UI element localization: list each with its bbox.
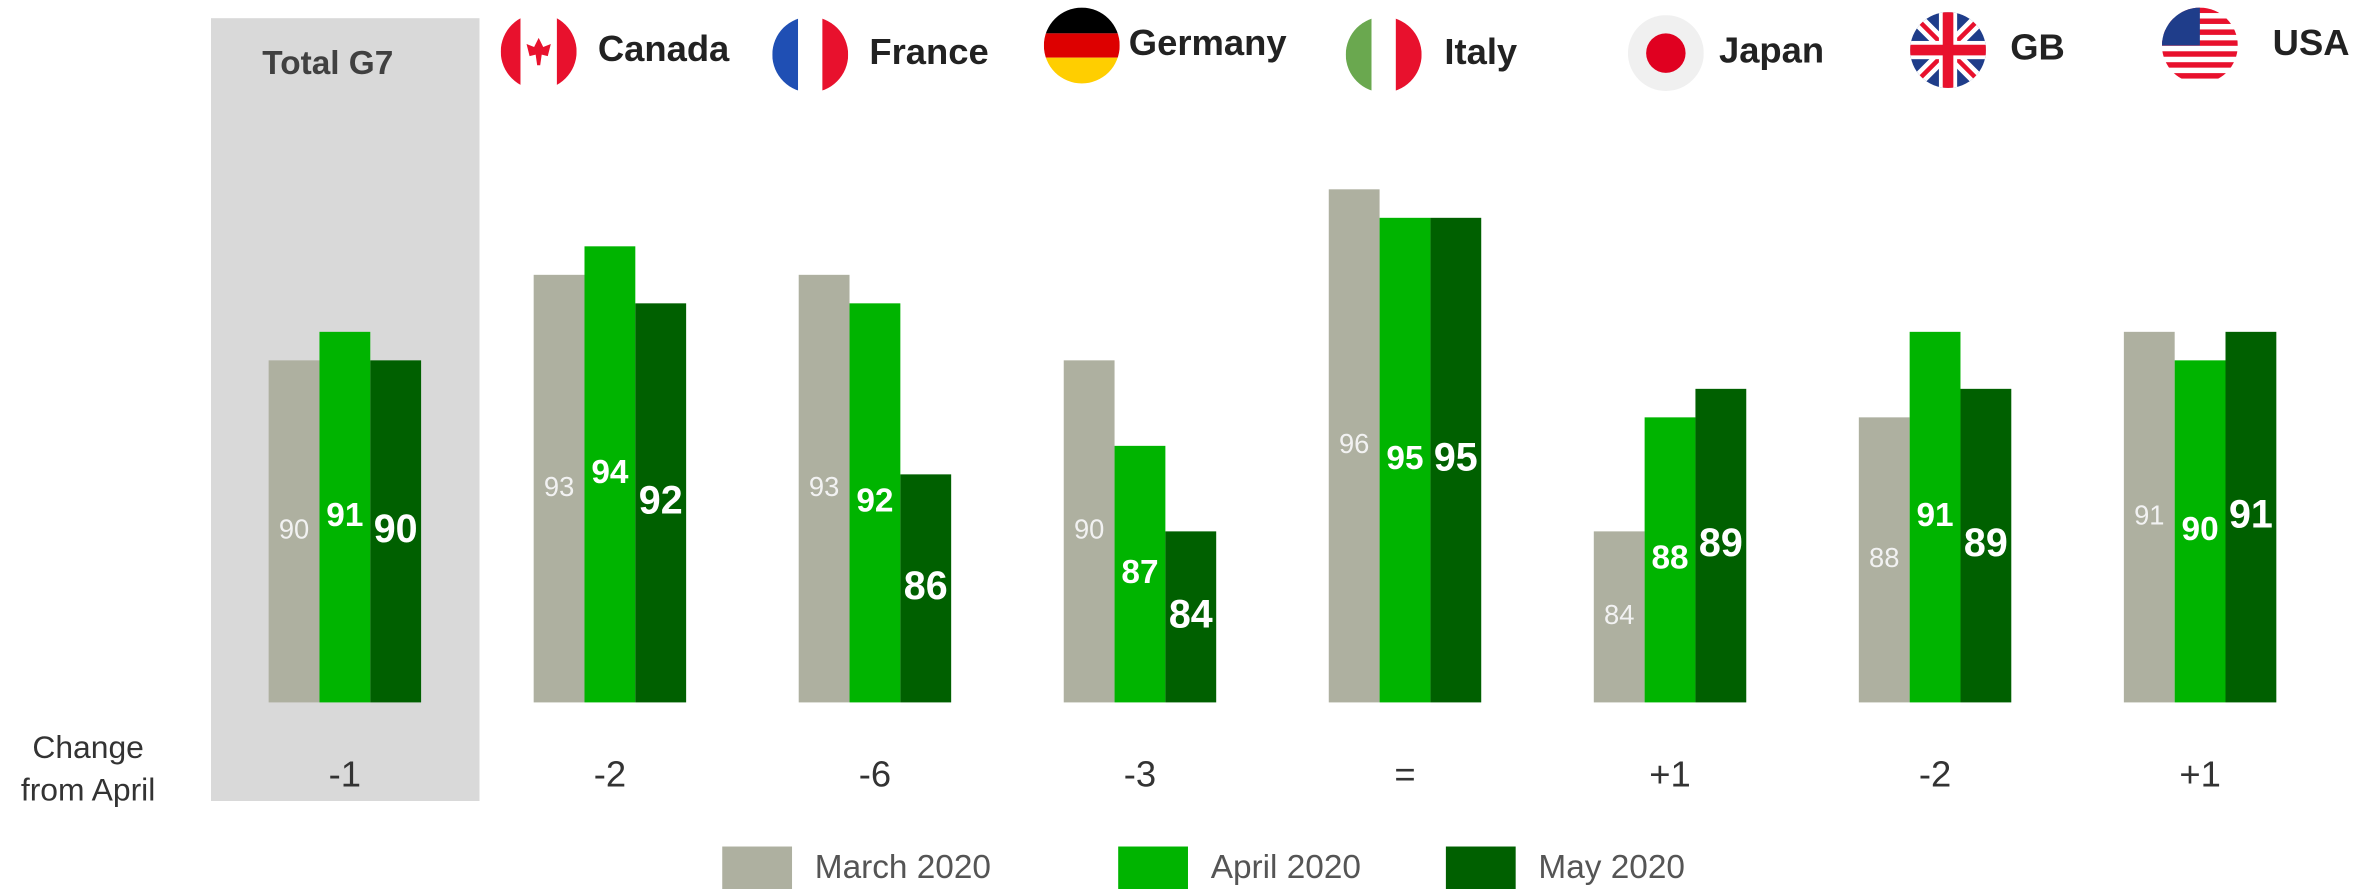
change-value: -3 [1124,753,1156,794]
flag-part [526,37,551,66]
change-value: -2 [594,753,626,794]
flag-part [822,16,849,93]
flag-part [798,16,823,93]
value-label: 94 [591,454,629,491]
bar [1165,531,1217,703]
value-label: 84 [1169,592,1213,636]
flag-part [1043,57,1120,84]
value-label: 86 [904,564,948,608]
bar [584,246,636,703]
bar [370,360,422,703]
value-label: 90 [374,507,418,551]
value-label: 88 [1869,542,1899,573]
bar [1909,331,1961,703]
change-value: = [1394,753,1415,794]
flag-part [500,13,521,90]
legend-swatch [1445,846,1516,889]
flag-part [2161,51,2238,57]
value-label: 89 [1699,521,1743,565]
flag [500,13,577,90]
category-label: Total G7 [262,45,393,82]
bar [2225,331,2277,703]
change-value: +1 [2179,753,2221,794]
value-label: 91 [1917,497,1954,534]
value-label: 96 [1339,428,1369,459]
flag-part [2161,7,2200,46]
category-label: Italy [1444,31,1518,72]
bar [1593,531,1645,703]
bar [1644,417,1696,703]
bar [268,360,320,703]
value-label: 91 [326,497,363,534]
value-label: 90 [1074,514,1104,545]
bar [2123,331,2175,703]
value-label: 92 [856,483,893,520]
flag-part [2161,73,2238,79]
value-label: 90 [279,514,309,545]
legend-swatch [1118,846,1188,889]
flag-part [2161,62,2238,68]
bar [849,303,901,703]
flag-part [1395,16,1422,93]
category-label: Germany [1129,22,1288,63]
change-value: -6 [859,753,891,794]
flag-part [1345,16,1372,93]
flag [1345,16,1422,93]
bar [900,474,952,703]
flag-part [1043,7,1120,34]
value-label: 91 [2229,493,2273,537]
change-value: -2 [1919,753,1951,794]
value-label: 89 [1964,521,2008,565]
bar [1063,360,1115,703]
flag-part [1646,33,1686,73]
value-label: 87 [1121,554,1158,591]
value-label: 95 [1434,436,1478,480]
legend-label: March 2020 [815,849,991,886]
bar [635,303,687,703]
bar [2174,360,2226,703]
bar [319,331,371,703]
bar [1858,417,1910,703]
legend-swatch [722,846,793,889]
bar [1960,388,2012,703]
value-label: 93 [809,471,839,502]
change-label: Change [32,729,144,765]
category-label: Japan [1719,30,1824,71]
flag-part [556,13,577,90]
flag-part [772,16,799,93]
flag-part [1942,12,1954,88]
bar [798,274,850,703]
bar [1114,445,1166,703]
change-value: -1 [329,753,361,794]
flag [1627,15,1704,92]
bar [1695,388,1747,703]
value-label: 91 [2134,499,2164,530]
value-label: 84 [1604,599,1634,630]
flag [1910,12,1986,88]
change-value: +1 [1649,753,1691,794]
value-label: 93 [544,471,574,502]
flag-part [1043,33,1120,58]
value-label: 95 [1386,440,1423,477]
legend-label: April 2020 [1211,849,1361,886]
value-label: 92 [639,478,683,522]
flag-part [1371,16,1396,93]
bar [1379,217,1431,703]
legend-label: May 2020 [1538,849,1685,886]
bar [1430,217,1482,703]
value-label: 90 [2182,511,2219,548]
flag [2161,7,2238,79]
flag [772,16,849,93]
category-label: GB [2010,27,2065,68]
change-label: from April [21,771,155,807]
flag [1043,7,1120,84]
bar [1328,189,1380,703]
value-label: 88 [1651,540,1688,577]
category-label: France [869,31,988,72]
category-label: Canada [598,28,730,69]
category-label: USA [2273,22,2350,63]
bar [533,274,585,703]
